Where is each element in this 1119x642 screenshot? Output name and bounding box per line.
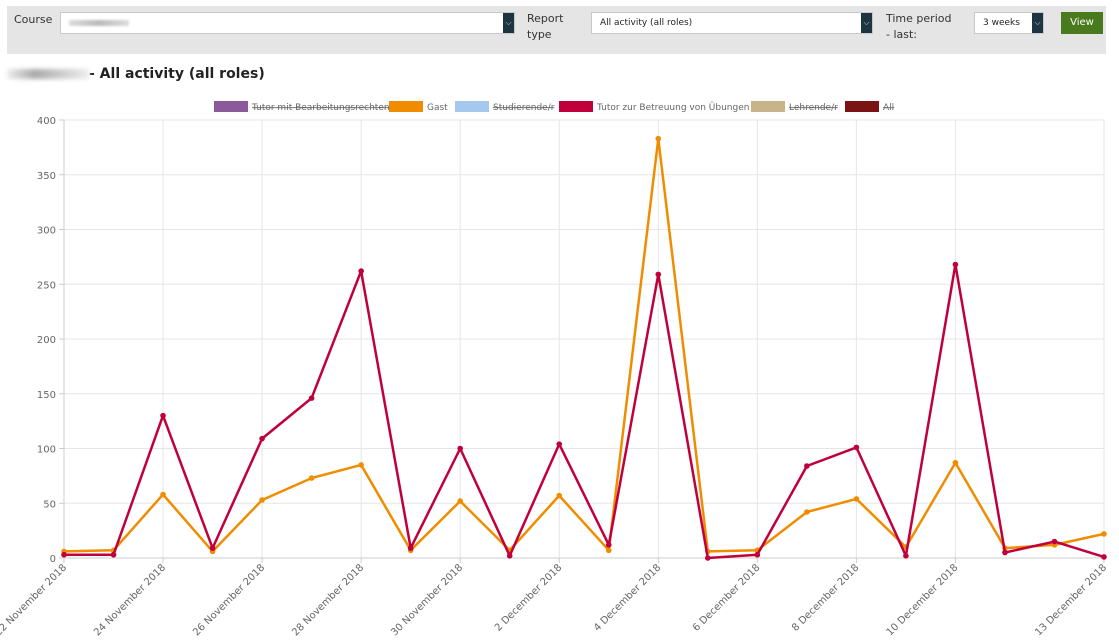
data-point xyxy=(259,497,265,503)
legend-swatch xyxy=(455,101,489,112)
data-point xyxy=(556,441,563,447)
x-tick-label: 30 November 2018 xyxy=(389,562,465,638)
y-tick-label: 250 xyxy=(37,280,56,291)
time-period-value: 3 weeks xyxy=(983,18,1020,28)
legend-label: Lehrende/r xyxy=(789,103,838,113)
x-tick-label: 6 December 2018 xyxy=(691,562,762,633)
data-point xyxy=(655,135,662,142)
legend-label: All xyxy=(883,103,894,113)
data-point xyxy=(308,395,315,401)
x-tick-label: 22 November 2018 xyxy=(0,562,69,638)
y-tick-label: 0 xyxy=(50,554,56,565)
y-tick-label: 400 xyxy=(37,116,56,127)
data-point xyxy=(358,268,364,274)
legend-label: Studierende/r xyxy=(493,103,555,113)
course-value-redacted xyxy=(69,20,129,26)
time-period-select[interactable]: 3 weeks ⌵ xyxy=(974,12,1044,34)
time-period-label: Time period - last: xyxy=(886,12,952,41)
data-point xyxy=(804,509,810,515)
data-point xyxy=(110,551,117,558)
course-select[interactable]: ⌵ xyxy=(60,12,515,34)
data-point xyxy=(754,551,761,558)
legend-label: Tutor mit Bearbeitungsrechten xyxy=(251,103,390,113)
data-point xyxy=(407,545,414,551)
x-tick-label: 8 December 2018 xyxy=(790,562,861,633)
data-point xyxy=(457,498,463,504)
report-type-value: All activity (all roles) xyxy=(600,18,693,28)
data-point xyxy=(1051,538,1058,545)
data-point xyxy=(705,555,711,561)
series-line xyxy=(63,137,1105,553)
view-button[interactable]: View xyxy=(1061,12,1103,34)
data-point xyxy=(308,475,315,481)
x-tick-label: 13 December 2018 xyxy=(1033,562,1109,638)
data-point xyxy=(605,547,612,554)
data-point xyxy=(61,551,67,558)
x-tick-label: 26 November 2018 xyxy=(191,562,267,638)
activity-chart: 0 50 100 150 200 250 300 350 400 22 November 2018… xyxy=(0,101,1109,638)
x-tick-label: 4 December 2018 xyxy=(592,562,663,633)
data-point xyxy=(655,271,662,278)
data-point xyxy=(457,445,463,452)
legend-label: Gast xyxy=(427,103,448,113)
report-type-label: Report type xyxy=(527,12,564,41)
data-point xyxy=(160,491,166,498)
y-tick-label: 200 xyxy=(37,335,56,346)
data-point xyxy=(804,463,810,469)
data-point xyxy=(605,542,612,548)
x-tick-label: 24 November 2018 xyxy=(92,562,168,638)
x-tick-label: 10 December 2018 xyxy=(885,562,961,638)
series-line xyxy=(64,263,1105,560)
legend-swatch xyxy=(214,101,248,112)
chevron-down-icon: ⌵ xyxy=(861,13,872,33)
data-point xyxy=(853,496,860,502)
data-point xyxy=(903,553,909,559)
data-point xyxy=(1002,549,1008,556)
data-point xyxy=(259,435,265,442)
page-title-text: - All activity (all roles) xyxy=(89,66,265,82)
legend-swatch xyxy=(389,101,423,112)
legend-swatch xyxy=(559,101,593,112)
report-type-select[interactable]: All activity (all roles) ⌵ xyxy=(591,12,873,34)
course-name-redacted xyxy=(7,69,89,79)
data-point xyxy=(160,412,166,419)
data-point xyxy=(952,459,959,466)
y-tick-label: 300 xyxy=(37,226,56,237)
data-point xyxy=(1101,531,1107,537)
data-point xyxy=(853,444,860,451)
data-point xyxy=(506,553,513,559)
y-tick-label: 50 xyxy=(43,499,56,510)
chevron-down-icon: ⌵ xyxy=(1032,13,1043,33)
x-tick-label: 28 November 2018 xyxy=(290,562,366,638)
x-tick-label: 2 December 2018 xyxy=(493,562,564,633)
page-title: - All activity (all roles) xyxy=(7,66,265,82)
y-tick-label: 100 xyxy=(37,445,56,456)
data-point xyxy=(952,261,959,268)
data-point xyxy=(209,545,216,551)
data-point xyxy=(556,492,563,499)
data-point xyxy=(1101,554,1107,560)
course-label: Course xyxy=(14,13,53,26)
legend-swatch xyxy=(845,101,879,112)
chevron-down-icon: ⌵ xyxy=(503,13,514,33)
legend-label: Tutor zur Betreuung von Übungen xyxy=(596,102,749,113)
legend-swatch xyxy=(751,101,785,112)
y-tick-label: 350 xyxy=(37,171,56,182)
data-point xyxy=(358,462,364,468)
y-tick-label: 150 xyxy=(37,390,56,401)
